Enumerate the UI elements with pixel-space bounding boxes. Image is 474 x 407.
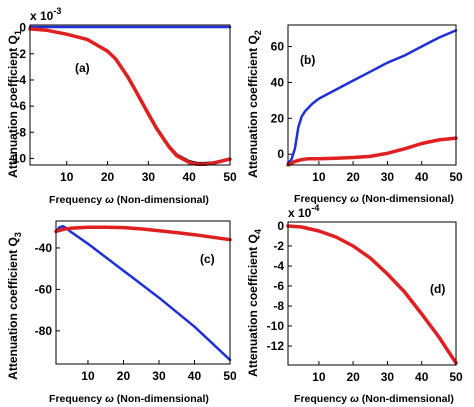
panel-a-plot-lines: [28, 25, 232, 167]
panel-a-xtick-label-0: 10: [60, 170, 74, 184]
panel-d-ytick-label-6: -12: [267, 339, 285, 353]
panel-c-xtick-label-3: 40: [188, 369, 202, 383]
panel-b-xtick-label-0: 10: [312, 170, 326, 184]
panel-a-xtick-label-4: 50: [223, 170, 237, 184]
panel-d-ticks: 10 20 30 40 50 0 -2 -4 -6 -8 -10 -12: [267, 219, 463, 384]
panel-b-xtick-label-2: 30: [381, 170, 395, 184]
panel-a-series-2: [28, 27, 232, 167]
panel-a-ylabel: Attenuation coefficient Q1: [6, 30, 23, 178]
panel-b-xtick-label-1: 20: [346, 170, 360, 184]
panel-d-ytick-label-2: -4: [273, 259, 284, 273]
panel-d-ytick-label-5: -10: [267, 319, 285, 333]
panel-d-ytick-label-0: 0: [277, 219, 284, 233]
panel-c-axes-frame: [55, 220, 231, 365]
panel-a-series-1: [28, 27, 232, 165]
panel-d-xtick-label-0: 10: [312, 370, 326, 384]
panel-d-ytick-label-1: -2: [273, 239, 284, 253]
panel-a-ytick-label-4: -8: [15, 125, 26, 139]
panel-d-xtick-label-2: 30: [381, 370, 395, 384]
panel-a-ytick-label-0: 0: [19, 21, 26, 35]
panel-c-plot-lines: [54, 224, 232, 362]
panel-c-ylabel: Attenuation coefficient Q3: [6, 232, 23, 380]
panel-d-series-0: [286, 224, 458, 365]
panel-b-plot-lines: [286, 29, 458, 167]
panel-a-xtick-label-3: 40: [183, 170, 197, 184]
panel-a-multiplier: x 10-3: [30, 6, 61, 23]
panel-c-ticks: 10 20 30 40 50 -40 -60 -80: [35, 241, 237, 383]
panel-a-ticks: 10 20 30 40 50 0 -2 -4 -6 -8 -10: [9, 21, 237, 184]
panel-c-series-1: [54, 225, 232, 242]
panel-c-ytick-label-1: -60: [35, 282, 53, 296]
panel-a: x 10-3 Attenuation coefficient Q1 10 20 30…: [6, 6, 237, 206]
panel-d: x 10-4 Attenuation coefficient Q4 10 20 30…: [246, 203, 463, 405]
panel-c-ytick-label-2: -80: [35, 324, 53, 338]
panel-b-axes-frame: [287, 24, 457, 166]
panel-b-ytick-label-0: 0: [277, 147, 284, 161]
panel-d-plot-lines: [286, 224, 458, 365]
panel-d-ytick-label-4: -8: [273, 299, 284, 313]
panel-b-ticks: 10 20 30 40 50 0 20 40 60: [271, 40, 463, 184]
panel-a-ytick-label-1: -2: [15, 47, 26, 61]
panel-b-ytick-label-1: 20: [271, 111, 285, 125]
panel-c: Attenuation coefficient Q3 10 20 30 40 50 -40…: [6, 220, 237, 405]
panel-c-xlabel: Frequency ω (Non-dimensional): [49, 393, 209, 405]
panel-d-axes-frame: [287, 221, 457, 366]
panel-d-multiplier: x 10-4: [288, 203, 319, 220]
panel-a-xtick-label-1: 20: [101, 170, 115, 184]
panel-a-axes-frame: [29, 24, 231, 166]
panel-c-series-0: [54, 224, 232, 362]
panel-d-xtick-label-3: 40: [415, 370, 429, 384]
panel-c-xtick-label-0: 10: [81, 369, 95, 383]
panel-b: Attenuation coefficient Q2 10 20 30 40 50 0 20…: [246, 24, 463, 205]
panel-d-ylabel: Attenuation coefficient Q4: [246, 229, 263, 377]
panel-b-xlabel: Frequency ω (Non-dimensional): [294, 193, 454, 205]
panel-c-xtick-label-4: 50: [223, 369, 237, 383]
panel-b-xtick-label-3: 40: [415, 170, 429, 184]
panel-a-ytick-label-3: -6: [15, 99, 26, 113]
panel-c-xtick-label-1: 20: [117, 369, 131, 383]
panel-a-ytick-label-2: -4: [15, 73, 26, 87]
panel-b-ytick-label-3: 60: [271, 40, 285, 54]
panel-c-xtick-label-2: 30: [152, 369, 166, 383]
panel-a-label: (a): [75, 61, 90, 75]
panel-c-ytick-label-0: -40: [35, 241, 53, 255]
panel-b-ytick-label-2: 40: [271, 75, 285, 89]
panel-b-ylabel: Attenuation coefficient Q2: [246, 30, 263, 178]
panel-d-ytick-label-3: -6: [273, 279, 284, 293]
panel-a-xlabel: Frequency ω (Non-dimensional): [49, 194, 209, 206]
panel-d-xlabel: Frequency ω (Non-dimensional): [294, 393, 454, 405]
panel-a-ytick-label-5: -10: [9, 151, 27, 165]
panel-b-series-1: [286, 136, 458, 167]
panel-b-xtick-label-4: 50: [449, 170, 463, 184]
panel-d-xtick-label-1: 20: [346, 370, 360, 384]
panel-b-label: (b): [300, 53, 315, 67]
panel-a-xtick-label-2: 30: [142, 170, 156, 184]
panel-b-series-0: [286, 29, 458, 165]
panel-c-label: (c): [200, 252, 215, 266]
panel-d-label: (d): [430, 282, 445, 296]
panel-d-xtick-label-4: 50: [449, 370, 463, 384]
